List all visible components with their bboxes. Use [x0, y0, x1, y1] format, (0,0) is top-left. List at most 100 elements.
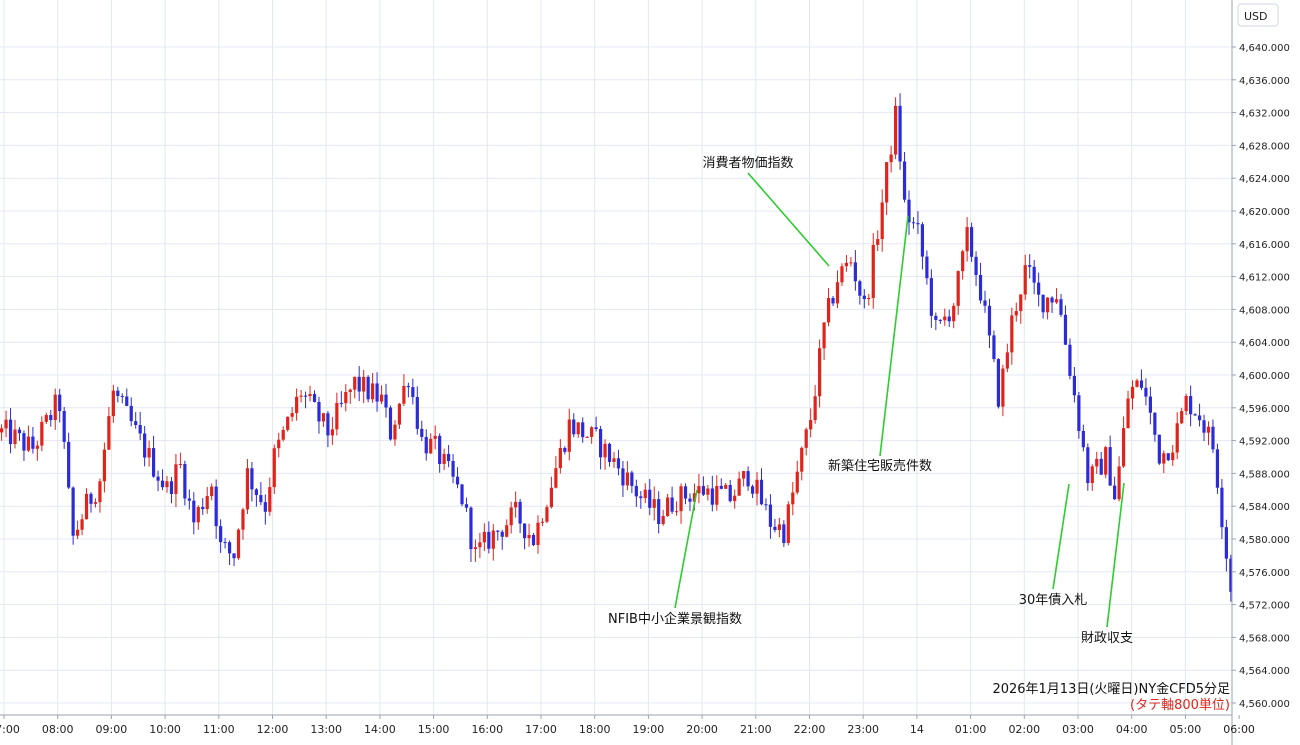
candle	[442, 448, 446, 471]
candle-body	[286, 416, 290, 430]
candle-body	[125, 396, 129, 406]
candle-body	[947, 316, 951, 322]
candle-body	[956, 271, 960, 306]
candle-body	[697, 486, 701, 494]
candle-body	[178, 463, 182, 465]
candle-body	[607, 443, 612, 462]
candle-body	[818, 348, 822, 397]
candle	[138, 411, 142, 440]
candle	[1144, 378, 1148, 406]
candle	[594, 416, 598, 432]
candle-body	[151, 448, 156, 477]
candle-body	[250, 468, 254, 490]
annotation-line	[674, 489, 698, 609]
candle	[505, 519, 509, 538]
x-tick-label: 11:00	[203, 723, 235, 736]
candle	[759, 468, 764, 506]
y-tick-label: 4,624.000	[1239, 174, 1290, 185]
candle	[344, 384, 348, 412]
candle	[80, 514, 84, 536]
candle-body	[1180, 411, 1184, 424]
candle	[330, 416, 334, 445]
candle	[317, 396, 321, 434]
candle	[214, 479, 218, 539]
candle-body	[639, 496, 643, 499]
candle	[509, 501, 513, 534]
candle	[849, 256, 853, 267]
candle	[987, 298, 992, 349]
candle	[219, 519, 223, 553]
candle	[724, 482, 728, 489]
candle-body	[894, 105, 898, 155]
candle	[165, 475, 169, 493]
candle-body	[169, 481, 174, 494]
candle	[107, 406, 111, 450]
candle-body	[840, 266, 844, 283]
candle-body	[876, 239, 880, 245]
candle	[1180, 407, 1184, 425]
candle	[710, 475, 714, 512]
candle	[1050, 296, 1054, 313]
candle	[125, 388, 129, 407]
candle	[576, 422, 580, 438]
candle-body	[1166, 453, 1170, 461]
candle-body	[938, 319, 942, 321]
candle-body	[853, 262, 857, 282]
candle-body	[214, 486, 218, 527]
candle-body	[558, 448, 562, 469]
candle-body	[344, 392, 348, 404]
x-tick-label: 04:00	[1116, 723, 1148, 736]
candle	[916, 211, 920, 234]
x-tick-label: 09:00	[96, 723, 128, 736]
candle-body	[500, 531, 504, 537]
candle-body	[393, 424, 397, 440]
candle-body	[1068, 344, 1072, 376]
candle-body	[531, 534, 536, 546]
candle	[683, 483, 688, 505]
candle-body	[49, 415, 53, 421]
candle-body	[826, 297, 831, 323]
candle	[514, 491, 518, 518]
candle	[1077, 391, 1081, 439]
candle	[522, 523, 527, 550]
candle-body	[929, 278, 933, 316]
candle-body	[143, 433, 147, 458]
candle	[871, 233, 875, 309]
candle-body	[518, 501, 522, 524]
candle-body	[643, 489, 647, 499]
candle-body	[679, 486, 683, 512]
x-tick-label: 10:00	[149, 723, 181, 736]
y-tick-label: 4,600.000	[1239, 371, 1290, 382]
candle	[272, 444, 276, 494]
candle	[974, 251, 978, 286]
candle-body	[1023, 265, 1027, 295]
candle	[867, 293, 871, 306]
x-tick-label: 15:00	[418, 723, 450, 736]
candle-body	[187, 498, 191, 501]
candle-body	[786, 504, 790, 543]
candle-body	[1135, 380, 1139, 387]
candle	[129, 397, 133, 427]
x-tick-label: 01:00	[955, 723, 987, 736]
candle	[1104, 446, 1108, 479]
candle-body	[969, 227, 974, 257]
candle	[943, 308, 947, 326]
x-tick-label: 19:00	[633, 723, 665, 736]
candle-body	[1202, 420, 1206, 433]
candle	[89, 492, 93, 513]
candle	[362, 369, 366, 404]
candle-body	[733, 495, 737, 502]
candle	[151, 435, 156, 478]
y-tick-label: 4,640.000	[1239, 43, 1290, 54]
candle	[648, 478, 652, 516]
candle-body	[795, 471, 799, 493]
candle	[26, 425, 31, 453]
candle	[750, 484, 755, 499]
candle	[531, 532, 536, 547]
candle-body	[366, 376, 370, 400]
candle	[411, 378, 415, 405]
candle	[17, 427, 22, 441]
candle-body	[406, 385, 410, 388]
candle	[607, 442, 612, 467]
candle-body	[138, 425, 142, 434]
